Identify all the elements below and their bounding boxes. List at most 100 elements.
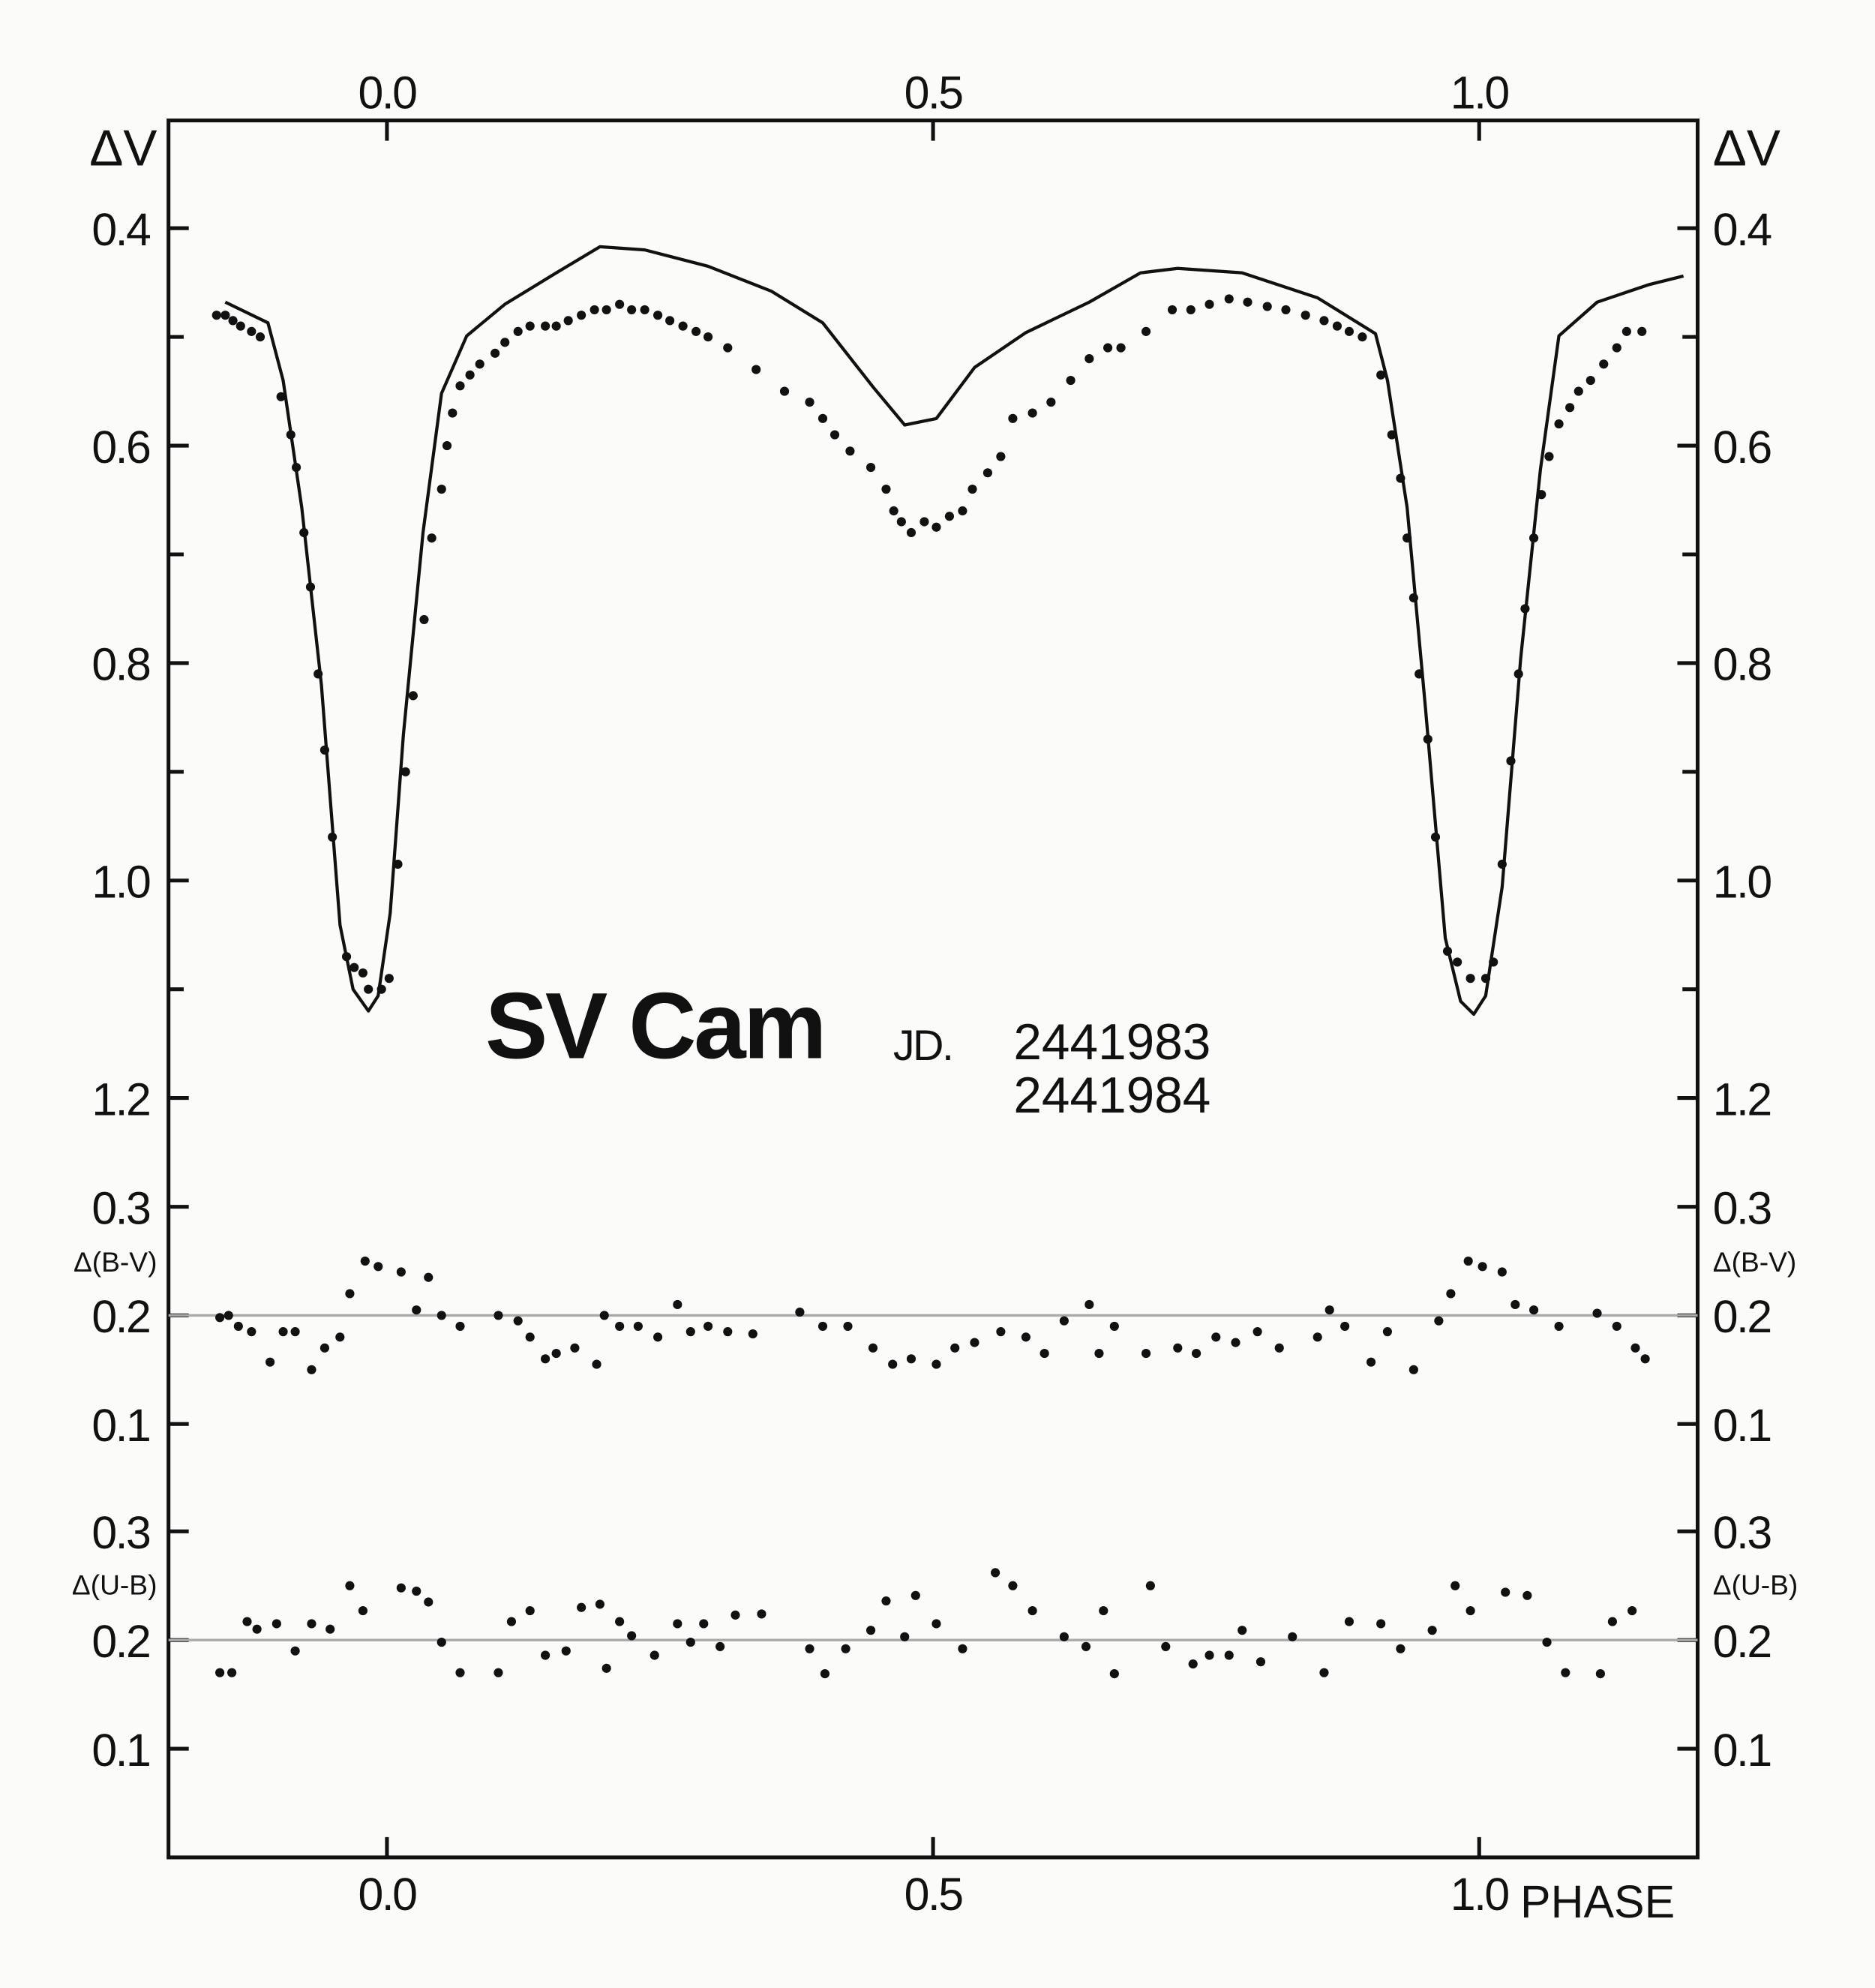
- data-point: [615, 1617, 625, 1626]
- data-point: [866, 1626, 876, 1635]
- data-point: [360, 1256, 370, 1266]
- data-point: [1637, 326, 1647, 336]
- data-point: [1528, 1305, 1539, 1315]
- y-axis-label: Δ(U-B): [1713, 1569, 1798, 1601]
- data-point: [932, 1359, 941, 1369]
- data-point: [350, 962, 359, 972]
- data-point: [1376, 1619, 1386, 1629]
- data-point: [1466, 974, 1475, 983]
- data-point: [699, 1619, 709, 1629]
- data-point: [513, 1316, 523, 1326]
- y-tick-label: 0.2: [1713, 1616, 1771, 1667]
- data-point: [412, 1305, 422, 1315]
- data-point: [276, 392, 286, 401]
- data-point: [290, 1646, 300, 1656]
- data-point: [1358, 332, 1367, 342]
- data-point: [881, 1596, 891, 1606]
- data-point: [1497, 1267, 1507, 1277]
- data-point: [1161, 1641, 1171, 1651]
- y-tick-label: 1.0: [92, 857, 150, 908]
- data-point: [266, 1357, 275, 1367]
- data-point: [494, 1668, 503, 1677]
- data-point: [525, 321, 535, 331]
- data-point: [1446, 1289, 1456, 1299]
- data-point: [1592, 1308, 1602, 1318]
- data-point: [236, 321, 245, 331]
- data-point: [1081, 1641, 1091, 1651]
- data-point: [633, 1321, 643, 1331]
- data-point: [1376, 370, 1386, 380]
- data-point: [247, 1327, 256, 1337]
- data-point: [1300, 311, 1310, 320]
- data-point: [1450, 1581, 1460, 1590]
- data-point: [1084, 354, 1094, 364]
- annotation: 2441983: [1013, 1014, 1210, 1071]
- data-point: [525, 1332, 535, 1342]
- y-tick-label: 0.1: [92, 1400, 149, 1451]
- y-tick-label: 0.2: [92, 1291, 149, 1342]
- data-point: [551, 321, 561, 331]
- data-point: [805, 1644, 814, 1653]
- data-point: [1344, 326, 1354, 336]
- data-point: [889, 506, 898, 516]
- data-point: [944, 512, 955, 521]
- data-point: [678, 321, 688, 331]
- data-point: [896, 517, 906, 527]
- data-point: [1463, 1256, 1473, 1266]
- data-point: [1173, 1343, 1183, 1353]
- data-point: [958, 1644, 968, 1653]
- data-point: [1332, 321, 1342, 331]
- data-point: [1586, 376, 1595, 386]
- data-point: [996, 1327, 1006, 1337]
- data-point: [242, 1617, 252, 1626]
- y-tick-label: 0.3: [92, 1507, 150, 1558]
- data-point: [1544, 452, 1554, 461]
- data-point: [818, 1321, 828, 1331]
- data-point: [436, 1638, 446, 1647]
- data-point: [686, 1327, 695, 1337]
- data-point: [436, 484, 446, 494]
- data-point: [1028, 1606, 1037, 1616]
- data-point: [599, 1311, 609, 1320]
- data-point: [1324, 1305, 1334, 1315]
- data-point: [1188, 1659, 1198, 1669]
- data-point: [592, 1359, 602, 1369]
- y-tick-label: 1.2: [1713, 1074, 1771, 1125]
- data-point: [1099, 1606, 1108, 1616]
- data-point: [1021, 1332, 1030, 1342]
- data-point: [1396, 1644, 1406, 1653]
- data-point: [991, 1568, 1000, 1578]
- data-point: [820, 1669, 830, 1679]
- data-point: [704, 1321, 713, 1331]
- annotation: JD.: [893, 1022, 952, 1070]
- data-point: [475, 359, 484, 369]
- data-point: [805, 398, 814, 407]
- data-point: [1186, 305, 1196, 314]
- data-point: [247, 326, 256, 336]
- data-point: [920, 517, 929, 527]
- y-tick-label: 0.4: [1713, 204, 1772, 255]
- data-point: [345, 1581, 355, 1590]
- data-point: [513, 326, 523, 336]
- data-point: [1066, 376, 1076, 386]
- data-point: [215, 1668, 225, 1677]
- data-point: [408, 691, 418, 701]
- data-point: [358, 968, 368, 978]
- data-point: [673, 1299, 682, 1310]
- data-point: [561, 1646, 571, 1656]
- y-tick-label: 0.1: [92, 1725, 149, 1776]
- data-point: [627, 305, 637, 314]
- data-point: [1319, 316, 1329, 326]
- x-tick-label: 1.0: [1450, 67, 1509, 118]
- data-point: [307, 1619, 316, 1629]
- y-tick-label: 0.6: [1713, 422, 1772, 473]
- data-point: [570, 1343, 580, 1353]
- data-point: [868, 1343, 878, 1353]
- data-point: [845, 446, 855, 456]
- data-point: [1046, 398, 1056, 407]
- data-point: [686, 1638, 695, 1647]
- data-point: [436, 1311, 446, 1320]
- data-point: [1612, 1321, 1622, 1331]
- data-point: [1141, 1349, 1151, 1359]
